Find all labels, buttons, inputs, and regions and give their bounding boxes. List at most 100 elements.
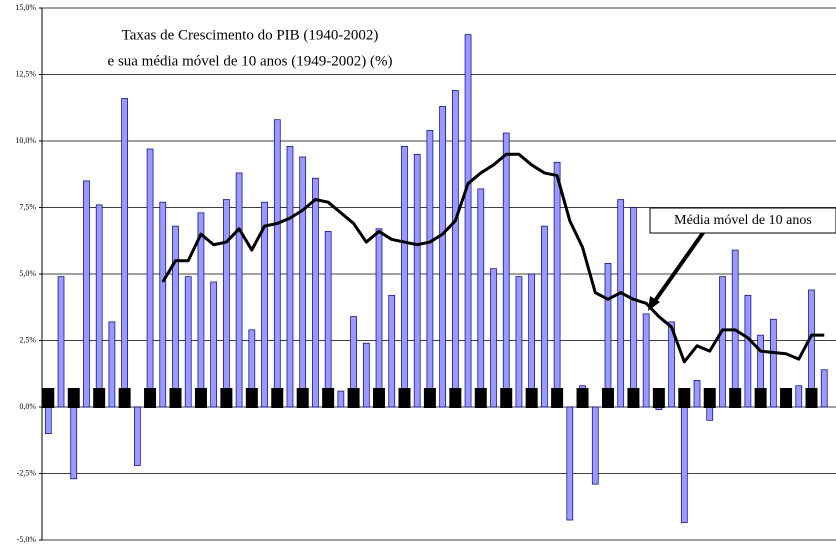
bar: [617, 199, 625, 408]
bar: [668, 321, 675, 408]
y-tick-label: -2,5%: [17, 468, 37, 477]
bar: [706, 406, 714, 421]
bar: [553, 161, 561, 408]
moving-average-line: [161, 152, 825, 364]
bar: [477, 188, 485, 408]
bar: [693, 380, 701, 408]
x-tick-label-box: [322, 388, 335, 408]
annotation: Média móvel de 10 anos: [674, 213, 812, 228]
bar: [490, 268, 497, 408]
bar: [451, 90, 459, 408]
bar: [642, 313, 650, 408]
bar: [108, 321, 116, 408]
bar: [375, 228, 383, 408]
y-tick-label: 5,0%: [19, 269, 36, 278]
x-tick-label-box: [423, 388, 436, 408]
annotation-arrow: [650, 228, 707, 307]
bar: [630, 207, 637, 408]
x-tick-label-box: [780, 388, 793, 408]
bar: [388, 294, 396, 408]
bar: [286, 145, 294, 408]
bar: [566, 406, 574, 521]
bar: [261, 201, 268, 408]
bar: [172, 225, 179, 408]
bar: [744, 294, 752, 408]
bar: [299, 156, 307, 408]
bar: [95, 204, 103, 408]
x-tick-label-box: [347, 388, 360, 408]
x-tick-label-box: [245, 388, 258, 408]
bar: [591, 406, 599, 485]
x-tick-label-box: [525, 388, 538, 408]
bar: [312, 177, 319, 408]
x-tick-label-box: [93, 388, 106, 408]
bar: [515, 276, 523, 408]
y-tick-label: 7,5%: [19, 202, 36, 211]
bar: [719, 276, 726, 408]
bar: [439, 106, 446, 408]
bar: [795, 385, 803, 408]
bar: [680, 406, 688, 524]
bar: [464, 34, 472, 408]
x-tick-label-box: [627, 388, 640, 408]
bar: [541, 225, 548, 408]
x-tick-label-box: [220, 388, 233, 408]
bar: [121, 98, 128, 408]
x-tick-label-box: [42, 388, 55, 408]
bar: [362, 342, 370, 408]
bar: [324, 231, 332, 408]
bar: [57, 276, 65, 408]
bar: [820, 369, 828, 408]
x-tick-label-box: [449, 388, 462, 408]
x-tick-label-box: [703, 388, 716, 408]
bar: [604, 263, 612, 408]
bar: [273, 119, 281, 408]
x-tick-label-box: [601, 388, 614, 408]
annotation-box: [649, 207, 836, 234]
bar: [426, 130, 434, 408]
x-tick-label-box: [754, 388, 767, 408]
bar: [159, 201, 167, 408]
x-tick-label-box: [805, 388, 818, 408]
y-tick-label: 15,0%: [15, 3, 36, 12]
bar: [528, 273, 536, 408]
y-tick-label: 10,0%: [15, 136, 36, 145]
bar: [44, 406, 52, 434]
x-tick-label-box: [271, 388, 284, 408]
x-tick-label-box: [373, 388, 386, 408]
chart-subtitle: e sua média móvel de 10 anos (1949-2002)…: [108, 53, 393, 69]
bar: [413, 153, 421, 408]
x-tick-label-box: [296, 388, 309, 408]
x-tick-label-box: [474, 388, 487, 408]
bar: [133, 406, 141, 466]
chart-title: Taxas de Crescimento do PIB (1940-2002): [122, 27, 379, 43]
bar: [502, 132, 510, 408]
y-tick-label: 12,5%: [15, 69, 36, 78]
bar: [83, 180, 90, 408]
bar: [70, 406, 78, 480]
bar: [223, 199, 230, 408]
x-tick-label-box: [551, 388, 564, 408]
plot-area: -5,0% -2,5% 0,0% 2,5% 5,0% 7,5% 10,0% 12,5% 15,0…: [15, 3, 836, 544]
x-tick-label-box: [194, 388, 207, 408]
x-tick-label-box: [576, 388, 589, 408]
x-tick-label-box: [729, 388, 742, 408]
x-tick-label-box: [678, 388, 691, 408]
x-tick-label-box: [144, 388, 157, 408]
x-tick-label-box: [398, 388, 411, 408]
bar: [235, 172, 243, 408]
x-tick-label-box: [67, 388, 80, 408]
x-tick-label-box: [652, 388, 665, 408]
bar: [146, 148, 154, 408]
y-tick-label: -5,0%: [17, 535, 37, 544]
arrow-head: [648, 296, 660, 311]
y-tick-label: 2,5%: [19, 335, 36, 344]
x-tick-label-box: [118, 388, 131, 408]
bar: [769, 318, 777, 408]
x-tick-label-box: [500, 388, 513, 408]
y-tick-label: 0,0%: [19, 402, 36, 411]
bar: [337, 390, 345, 408]
bar: [184, 276, 192, 408]
bar: [210, 281, 218, 408]
